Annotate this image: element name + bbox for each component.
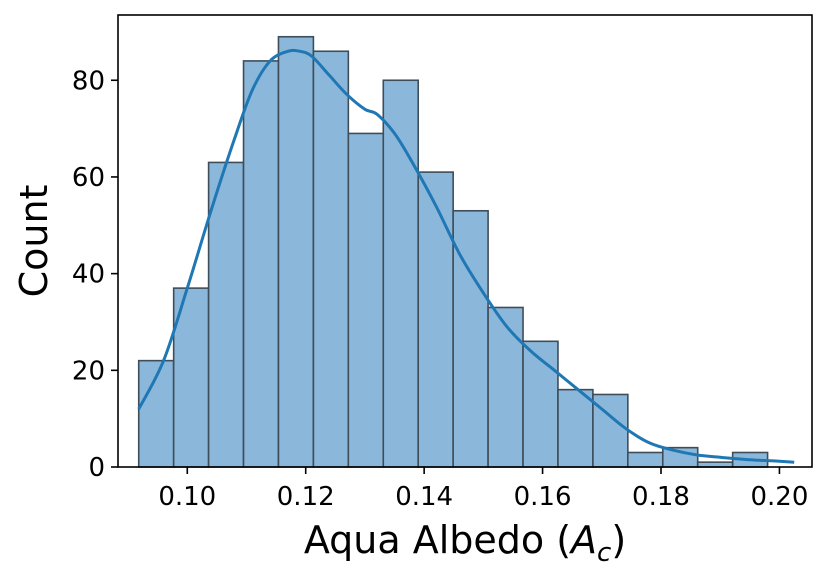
histogram-bars [137, 35, 769, 468]
x-axis-label-symbol: A [568, 518, 597, 562]
x-axis-label-text: Aqua Albedo ( [304, 518, 571, 562]
y-axis-label: Count [12, 185, 56, 298]
x-tick-label: 0.18 [632, 482, 690, 512]
x-axis-ticks: 0.10 0.12 0.14 0.16 0.18 0.20 [158, 467, 808, 512]
histogram-bar [277, 35, 315, 468]
x-axis-label-subscript: c [597, 538, 611, 568]
y-axis-ticks: 0 20 40 60 80 [72, 66, 118, 483]
histogram-bar [627, 451, 664, 468]
histogram-bar [207, 161, 245, 468]
x-axis-label-close: ) [611, 518, 626, 562]
kde-curve [137, 48, 795, 464]
x-tick-label: 0.14 [395, 482, 453, 512]
y-tick-label: 20 [72, 356, 105, 386]
y-tick-label: 0 [88, 453, 105, 483]
y-tick-label: 80 [72, 66, 105, 96]
histogram-bar [557, 388, 594, 468]
histogram-bar [312, 50, 350, 468]
x-axis-label: Aqua Albedo (Ac) [304, 518, 626, 568]
x-tick-label: 0.10 [158, 482, 216, 512]
x-tick-label: 0.20 [750, 482, 808, 512]
histogram-bar [487, 306, 524, 468]
x-tick-label: 0.16 [514, 482, 572, 512]
histogram-bar [242, 60, 280, 468]
y-tick-label: 40 [72, 260, 105, 290]
x-tick-label: 0.12 [277, 482, 335, 512]
histogram-bar [347, 132, 385, 468]
plot-frame [117, 14, 813, 468]
histogram-bar [417, 171, 454, 468]
histogram-bar [382, 79, 420, 468]
y-tick-label: 60 [72, 163, 105, 193]
